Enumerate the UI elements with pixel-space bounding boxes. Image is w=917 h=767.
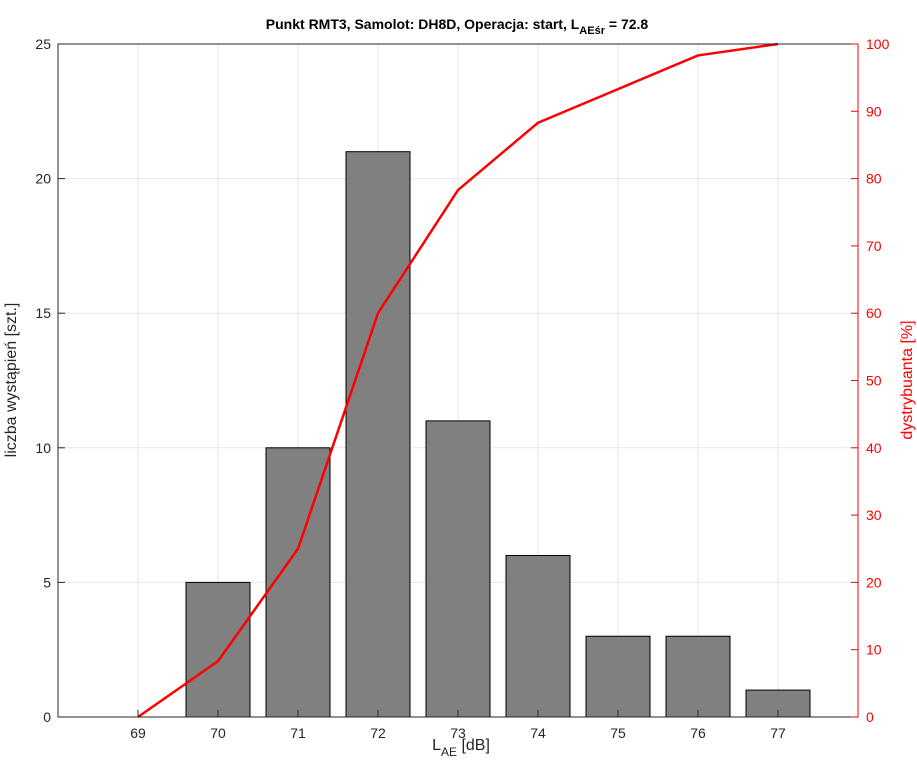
right-tick-label: 70 (866, 238, 882, 254)
x-tick-label: 70 (210, 725, 226, 741)
left-axis-label: liczba wystąpień [szt.] (3, 303, 20, 458)
bar (265, 447, 331, 718)
x-tick-label: 69 (130, 725, 146, 741)
x-tick-label: 71 (290, 725, 306, 741)
left-tick-label: 10 (35, 440, 51, 456)
bar (425, 420, 491, 718)
right-tick-label: 80 (866, 171, 882, 187)
right-tick-label: 100 (866, 36, 890, 52)
x-tick-label: 76 (690, 725, 706, 741)
x-tick-label: 74 (530, 725, 546, 741)
bar (345, 151, 411, 718)
x-axis-label: LAE [dB] (432, 737, 490, 759)
left-tick-label: 5 (43, 574, 51, 590)
right-tick-label: 40 (866, 440, 882, 456)
right-tick-label: 90 (866, 103, 882, 119)
right-axis-label: dystrybuanta [%] (899, 320, 916, 439)
bar-series (185, 151, 811, 718)
cdf-series (137, 42, 779, 719)
x-tick-label: 77 (770, 725, 786, 741)
left-axis: 0 5 10 15 20 25 (35, 36, 65, 725)
right-tick-label: 0 (866, 709, 874, 725)
bar (505, 554, 571, 718)
right-tick-label: 50 (866, 373, 882, 389)
bar (665, 635, 731, 718)
right-tick-label: 20 (866, 574, 882, 590)
left-tick-label: 15 (35, 305, 51, 321)
x-tick-label: 75 (610, 725, 626, 741)
x-tick-label: 73 (450, 725, 466, 741)
cdf-line (137, 42, 779, 719)
left-tick-label: 25 (35, 36, 51, 52)
x-tick-label: 72 (370, 725, 386, 741)
bar (585, 635, 651, 718)
right-axis: 0 10 20 30 40 50 60 70 80 90 100 (851, 36, 890, 725)
right-tick-label: 30 (866, 507, 882, 523)
left-tick-label: 0 (43, 709, 51, 725)
right-tick-label: 60 (866, 305, 882, 321)
chart-title: Punkt RMT3, Samolot: DH8D, Operacja: sta… (266, 16, 649, 37)
left-tick-label: 20 (35, 171, 51, 187)
bar (185, 581, 251, 718)
right-tick-label: 10 (866, 642, 882, 658)
x-axis: 69 70 71 72 73 74 75 76 77 (130, 710, 786, 741)
